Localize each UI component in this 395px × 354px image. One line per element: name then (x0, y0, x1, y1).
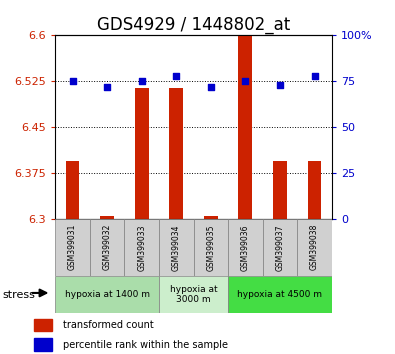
Point (311, 73, 318, 79)
Bar (66, 161, 79, 219)
Bar (100, 216, 114, 219)
Text: hypoxia at 4500 m: hypoxia at 4500 m (237, 290, 322, 299)
Bar (34, 319, 53, 331)
Bar (159, 219, 194, 276)
Text: GSM399033: GSM399033 (137, 224, 146, 270)
Text: stress: stress (2, 290, 35, 299)
Text: GSM399037: GSM399037 (275, 224, 284, 270)
Bar (159, 276, 228, 313)
Point (70, 79, 76, 84)
Bar (204, 216, 218, 219)
Text: hypoxia at 1400 m: hypoxia at 1400 m (65, 290, 150, 299)
Bar (90, 219, 124, 276)
Point (242, 79, 248, 84)
Bar (55, 276, 159, 313)
Bar (34, 338, 53, 351)
Bar (228, 219, 263, 276)
Bar (239, 35, 252, 219)
Text: GSM399032: GSM399032 (103, 224, 112, 270)
Bar (297, 219, 332, 276)
Text: transformed count: transformed count (63, 320, 154, 330)
Point (173, 73, 179, 79)
Bar (135, 87, 149, 219)
Text: GSM399035: GSM399035 (206, 224, 215, 270)
Text: GSM399031: GSM399031 (68, 224, 77, 270)
Bar (124, 219, 159, 276)
Bar (228, 276, 332, 313)
Point (139, 79, 145, 84)
Bar (169, 87, 183, 219)
Text: GSM399034: GSM399034 (172, 224, 181, 270)
Bar (263, 219, 297, 276)
Bar (308, 161, 322, 219)
Point (208, 84, 214, 90)
Text: percentile rank within the sample: percentile rank within the sample (63, 339, 228, 350)
Text: GSM399036: GSM399036 (241, 224, 250, 270)
Text: hypoxia at
3000 m: hypoxia at 3000 m (170, 285, 217, 304)
Bar (55, 219, 90, 276)
Title: GDS4929 / 1448802_at: GDS4929 / 1448802_at (97, 16, 290, 34)
Point (277, 82, 283, 88)
Bar (194, 219, 228, 276)
Point (104, 84, 110, 90)
Text: GSM399038: GSM399038 (310, 224, 319, 270)
Bar (273, 161, 287, 219)
